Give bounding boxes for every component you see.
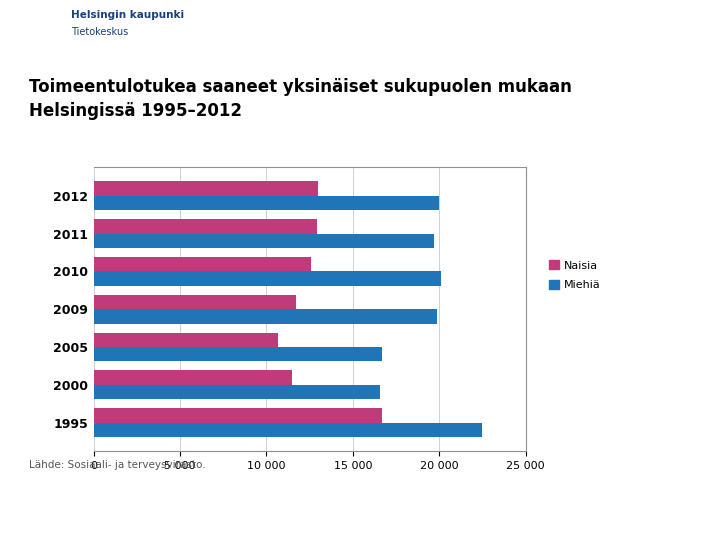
Bar — [94, 309, 438, 323]
Text: Tietokeskus: Tietokeskus — [71, 27, 129, 37]
Bar — [94, 181, 318, 195]
Bar — [94, 347, 382, 361]
Text: Naisten ja miesten tasa-arvo Helsingissä: Naisten ja miesten tasa-arvo Helsingissä — [260, 518, 460, 528]
Bar — [94, 408, 382, 422]
Bar — [94, 295, 296, 309]
Bar — [94, 333, 279, 347]
Text: 14.10.2013: 14.10.2013 — [16, 518, 71, 528]
Bar — [94, 196, 439, 210]
Text: 9: 9 — [701, 518, 708, 528]
Bar — [94, 370, 292, 384]
Text: Toimeentulotukea saaneet yksinäiset sukupuolen mukaan
Helsingissä 1995–2012: Toimeentulotukea saaneet yksinäiset suku… — [29, 78, 572, 120]
Bar — [94, 257, 311, 271]
Text: Lähde: Sosiaali- ja terveysvirasto.: Lähde: Sosiaali- ja terveysvirasto. — [29, 460, 205, 470]
Legend: Naisia, Miehiä: Naisia, Miehiä — [544, 256, 606, 294]
Bar — [94, 233, 434, 248]
Bar — [94, 384, 380, 399]
Text: Helsingin kaupunki: Helsingin kaupunki — [71, 10, 184, 20]
Bar — [94, 219, 317, 233]
Bar — [94, 271, 441, 286]
Bar — [94, 422, 482, 437]
